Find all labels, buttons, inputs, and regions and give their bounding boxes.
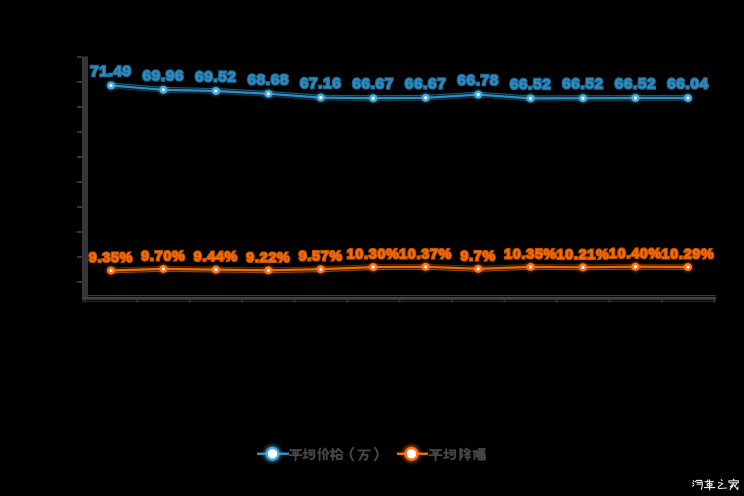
svg-text:66.67: 66.67 (352, 76, 394, 93)
svg-text:71.49: 71.49 (90, 63, 132, 80)
svg-text:69.96: 69.96 (143, 67, 185, 84)
svg-text:67.16: 67.16 (300, 75, 342, 92)
svg-text:10.37%: 10.37% (399, 245, 452, 261)
svg-text:66.78: 66.78 (457, 72, 499, 89)
svg-text:66.52: 66.52 (562, 76, 604, 93)
svg-text:10.35%: 10.35% (504, 245, 557, 261)
svg-text:9.35%: 9.35% (89, 249, 133, 265)
svg-text:10.21%: 10.21% (557, 246, 610, 262)
svg-text:9.44%: 9.44% (194, 248, 238, 264)
svg-text:66.67: 66.67 (405, 75, 447, 92)
svg-text:9.7%: 9.7% (460, 247, 496, 263)
svg-text:69.52: 69.52 (195, 69, 237, 86)
svg-text:10.30%: 10.30% (347, 246, 400, 262)
svg-text:10.40%: 10.40% (609, 245, 662, 261)
svg-text:66.52: 66.52 (615, 76, 657, 93)
svg-text:10.29%: 10.29% (662, 246, 715, 262)
svg-text:9.22%: 9.22% (246, 249, 290, 265)
svg-text:68.68: 68.68 (248, 71, 290, 88)
svg-text:66.04: 66.04 (667, 76, 709, 93)
svg-text:9.70%: 9.70% (141, 247, 185, 263)
svg-text:9.57%: 9.57% (299, 248, 343, 264)
svg-text:66.52: 66.52 (510, 76, 552, 93)
